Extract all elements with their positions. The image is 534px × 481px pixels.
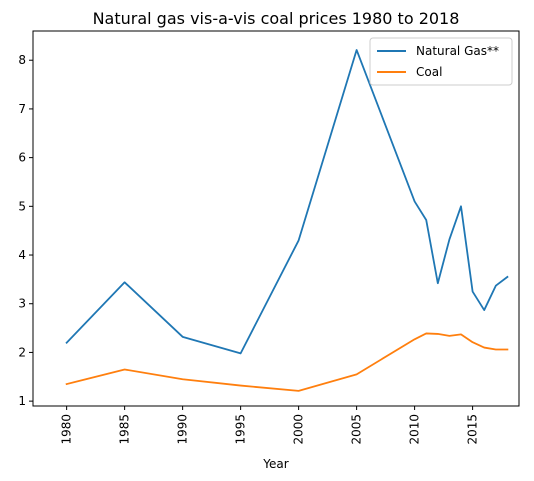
y-tick-label: 4 <box>18 248 26 262</box>
x-tick-label: 1985 <box>118 414 132 445</box>
y-axis: 1 2 3 4 5 6 7 8 <box>18 53 33 408</box>
plot-area: 1980 1985 1990 1995 2000 2005 2010 2015 1 2 3 4 5 6 7… <box>18 31 519 445</box>
y-tick-label: 7 <box>18 102 26 116</box>
y-tick-label: 2 <box>18 345 26 359</box>
x-tick-label: 2015 <box>466 414 480 445</box>
y-tick-label: 3 <box>18 297 26 311</box>
x-tick-label: 1995 <box>234 414 248 445</box>
x-tick-label: 2005 <box>350 414 364 445</box>
x-tick-label: 2000 <box>292 414 306 445</box>
x-axis-label: Year <box>262 457 288 471</box>
legend: Natural Gas** Coal <box>370 38 512 85</box>
chart-title: Natural gas vis-a-vis coal prices 1980 t… <box>93 9 460 28</box>
series-line-natural-gas <box>67 50 508 353</box>
plot-frame <box>33 31 519 406</box>
x-tick-label: 2010 <box>408 414 422 445</box>
x-axis: 1980 1985 1990 1995 2000 2005 2010 2015 <box>60 406 480 445</box>
y-tick-label: 1 <box>18 394 26 408</box>
x-tick-label: 1980 <box>60 414 74 445</box>
y-tick-label: 6 <box>18 151 26 165</box>
x-tick-label: 1990 <box>176 414 190 445</box>
y-tick-label: 8 <box>18 53 26 67</box>
series-layer <box>67 50 508 391</box>
series-line-coal <box>67 333 508 390</box>
legend-label-natural-gas: Natural Gas** <box>416 44 499 58</box>
legend-label-coal: Coal <box>416 65 442 79</box>
y-tick-label: 5 <box>18 199 26 213</box>
